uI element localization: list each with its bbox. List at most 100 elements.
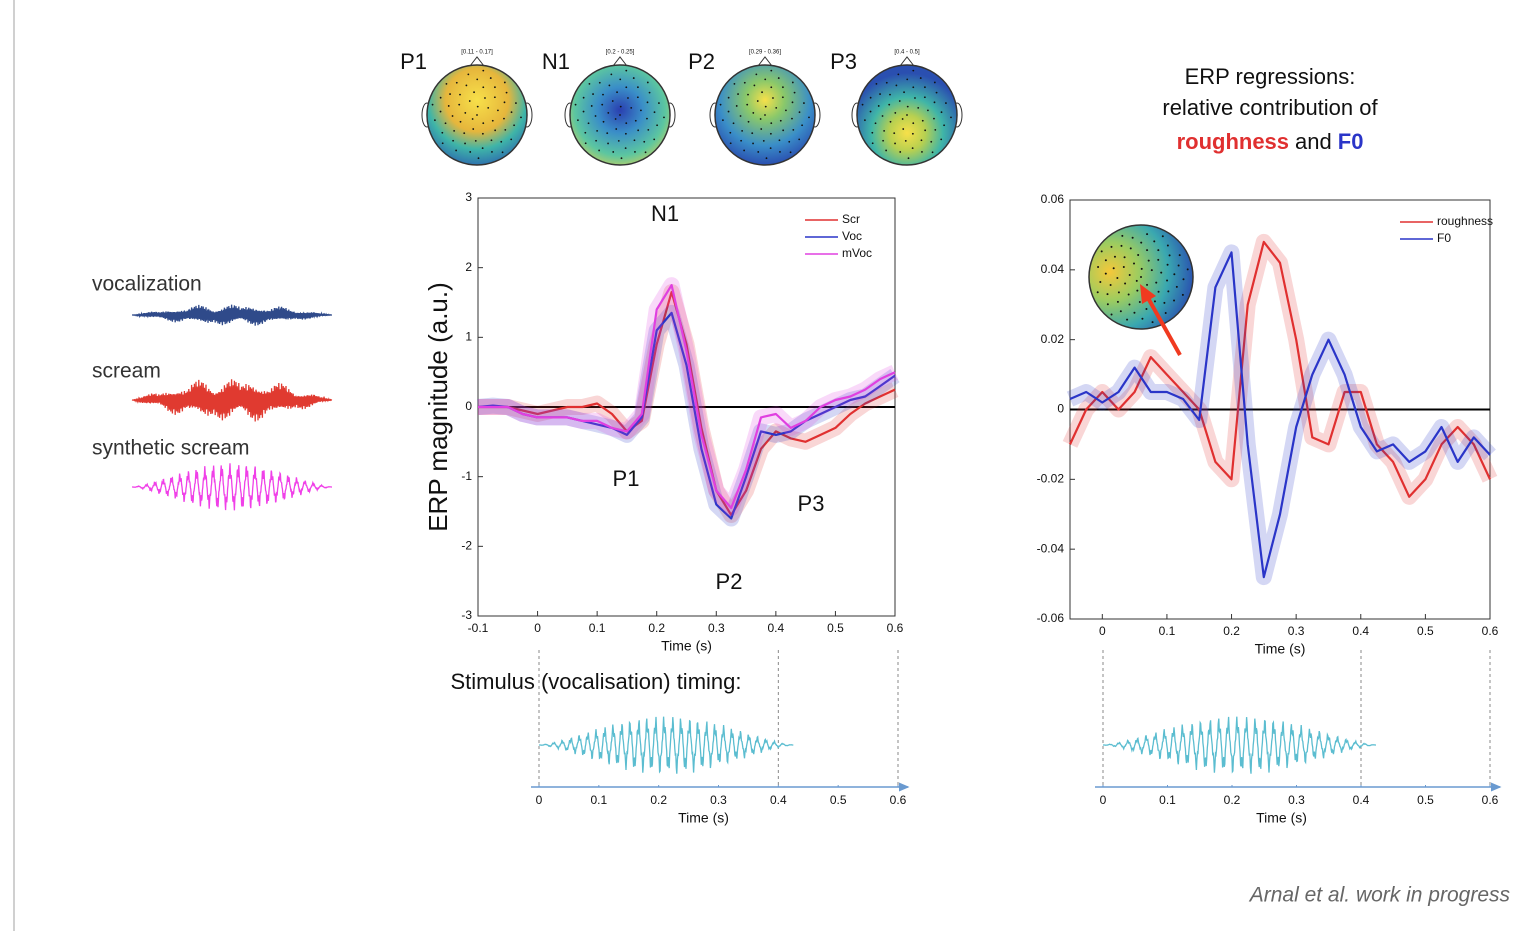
electrode (500, 140, 503, 143)
electrode (594, 115, 597, 117)
electrode (487, 106, 490, 109)
electrode (756, 100, 759, 102)
y-tick-label: 0 (465, 399, 472, 413)
electrode (510, 138, 513, 141)
electrode (596, 129, 599, 132)
electrode (520, 116, 522, 119)
electrode (733, 82, 736, 85)
electrode (1140, 241, 1143, 244)
y-tick-label: 0 (1057, 402, 1064, 416)
electrode (898, 100, 901, 102)
electrode (1122, 266, 1125, 269)
electrode (582, 96, 585, 99)
electrode (1145, 307, 1148, 310)
electrode (732, 122, 735, 125)
electrode (894, 142, 896, 145)
x-tick-label: 0.1 (1159, 624, 1176, 638)
electrode (469, 151, 472, 153)
electrode (637, 129, 640, 132)
electrode (1146, 283, 1149, 286)
electrode (632, 77, 635, 79)
electrode (459, 93, 461, 96)
electrode (769, 147, 772, 150)
x-tick-label: 0.3 (1288, 624, 1305, 638)
electrode (778, 139, 781, 142)
electrode (614, 118, 617, 120)
electrode (646, 101, 649, 104)
electrode (722, 119, 724, 122)
x-tick-label: 0 (1099, 624, 1106, 638)
electrode (616, 91, 618, 94)
x-tick-label: 0.5 (827, 621, 844, 635)
electrode (619, 105, 622, 108)
electrode (620, 157, 623, 160)
x-axis-label: Time (s) (678, 810, 729, 826)
electrode (465, 84, 468, 87)
electrode (1129, 247, 1132, 250)
electrode (746, 103, 749, 106)
electrode (940, 138, 943, 141)
electrode (874, 122, 877, 125)
legend-label: Scr (842, 212, 860, 226)
series-line (1069, 240, 1491, 498)
electrode (739, 115, 742, 117)
electrode (637, 86, 639, 89)
electrode (769, 132, 772, 135)
electrode (760, 128, 763, 130)
electrode (619, 78, 622, 81)
electrode (590, 105, 593, 107)
electrode (505, 91, 508, 94)
x-tick-label: 0.6 (887, 621, 904, 635)
legend-label: mVoc (842, 246, 872, 260)
electrode (912, 69, 915, 72)
electrode (648, 91, 651, 94)
electrode (895, 84, 898, 87)
electrode (1146, 249, 1149, 252)
electrode (888, 103, 891, 106)
waveform (539, 716, 794, 774)
electrode (871, 142, 874, 145)
electrode (741, 129, 744, 132)
electrode (770, 122, 773, 125)
electrode (912, 86, 915, 89)
electrode (610, 73, 613, 76)
electrode (1161, 235, 1164, 238)
electrode (752, 142, 754, 145)
electrode (930, 140, 933, 143)
electrode (584, 131, 587, 134)
electrode (1112, 267, 1115, 270)
electrode (911, 147, 914, 150)
electrode (798, 138, 801, 141)
electrode (765, 157, 768, 160)
electrode (1173, 299, 1176, 302)
electrode (889, 120, 892, 123)
electrode (482, 86, 485, 89)
electrode (471, 118, 474, 120)
stimulus-label: scream (92, 360, 161, 383)
electrode (474, 139, 477, 142)
electrode (755, 73, 758, 76)
electrode (643, 140, 646, 143)
electrode (924, 129, 927, 132)
electrode (602, 120, 605, 123)
electrode (1182, 278, 1185, 281)
electrode (477, 157, 480, 160)
electrode (646, 81, 649, 84)
electrode (1157, 258, 1160, 261)
chart-title: relative contribution of (1162, 95, 1378, 120)
electrode (933, 101, 936, 104)
electrode (1151, 321, 1154, 324)
electrode (577, 119, 579, 122)
x-tick-label: 0.5 (1417, 624, 1434, 638)
electrode (743, 81, 746, 84)
electrode (1110, 313, 1113, 316)
electrode (1138, 300, 1141, 303)
topomap-label: P2 (688, 49, 715, 74)
electrode (1136, 289, 1139, 292)
electrode (751, 132, 754, 135)
topomap-window: [0.4 - 0.5] (894, 50, 920, 56)
electrode (779, 119, 782, 122)
electrode (1164, 312, 1167, 315)
y-tick-label: 2 (465, 260, 472, 274)
topomap-label: P3 (830, 49, 857, 74)
